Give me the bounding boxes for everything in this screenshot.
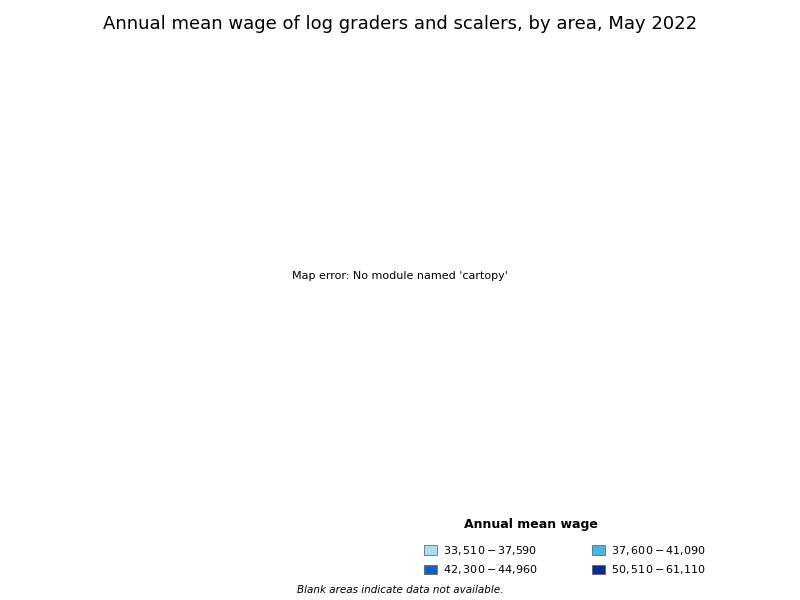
Text: $33,510 - $37,590: $33,510 - $37,590: [443, 544, 538, 557]
Text: Blank areas indicate data not available.: Blank areas indicate data not available.: [297, 585, 503, 595]
Text: $37,600 - $41,090: $37,600 - $41,090: [611, 544, 706, 557]
Text: Map error: No module named 'cartopy': Map error: No module named 'cartopy': [292, 271, 508, 281]
Text: Annual mean wage: Annual mean wage: [464, 518, 598, 531]
Text: $50,510 - $61,110: $50,510 - $61,110: [611, 563, 706, 576]
Text: Annual mean wage of log graders and scalers, by area, May 2022: Annual mean wage of log graders and scal…: [103, 15, 697, 33]
Text: $42,300 - $44,960: $42,300 - $44,960: [443, 563, 538, 576]
